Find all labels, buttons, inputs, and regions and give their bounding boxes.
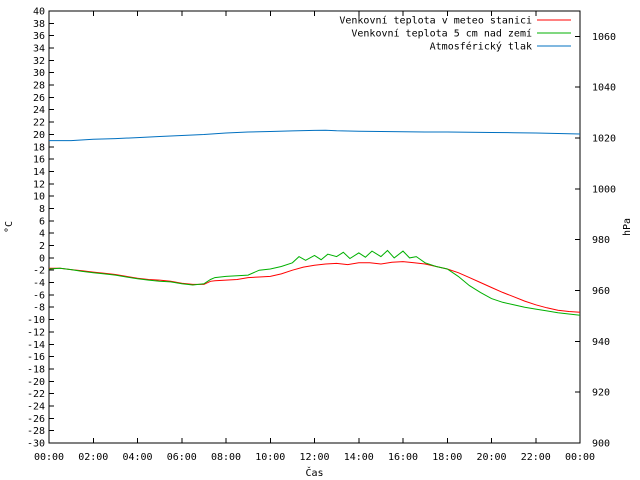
series-line-1 [49, 261, 581, 313]
y-left-tick-label: 14 [33, 167, 45, 178]
y-left-tick-label: 30 [33, 68, 45, 79]
y-left-tick-label: 28 [33, 81, 45, 92]
y-left-tick-label: -2 [33, 266, 45, 277]
y-left-tick-label: -12 [27, 327, 45, 338]
x-tick-label: 00:00 [565, 452, 595, 463]
y-left-tick-label: 26 [33, 93, 45, 104]
plot-frame [48, 10, 581, 444]
x-tick-label: 14:00 [344, 452, 374, 463]
y-left-tick-label: -8 [33, 303, 45, 314]
y-left-tick-label: 8 [39, 204, 45, 215]
series-line-2 [48, 249, 581, 316]
y-left-tick-label: 38 [33, 19, 45, 30]
y-left-tick-label: 32 [33, 56, 45, 67]
y-left-tick-label: -22 [27, 389, 45, 400]
y-left-tick-label: 6 [39, 216, 45, 227]
y-right-tick-label: 960 [592, 286, 610, 297]
y-left-tick-label: -6 [33, 290, 45, 301]
y-left-tick-label: 10 [33, 192, 45, 203]
legend-label-1: Venkovní teplota v meteo stanici [339, 15, 532, 27]
y-left-tick-label: -26 [27, 414, 45, 425]
y-right-tick-label: 940 [592, 337, 610, 348]
x-axis-label: Čas [305, 466, 323, 479]
series-line-3 [49, 129, 581, 142]
y-left-tick-label: -16 [27, 352, 45, 363]
y-left-tick-label: 36 [33, 31, 45, 42]
x-tick-label: 10:00 [255, 452, 285, 463]
y-left-tick-label: 34 [33, 44, 45, 55]
x-tick-label: 04:00 [122, 452, 152, 463]
y-left-tick-label: 4 [39, 229, 45, 240]
y-right-axis-label: hPa [622, 218, 633, 236]
y-left-tick-label: -24 [27, 401, 45, 412]
y-right-tick-label: 980 [592, 235, 610, 246]
y-left-tick-label: 20 [33, 130, 45, 141]
x-tick-label: 08:00 [211, 452, 241, 463]
y-right-tick-label: 900 [592, 439, 610, 450]
x-tick-label: 12:00 [299, 452, 329, 463]
legend-label-3: Atmosférický tlak [430, 41, 532, 53]
y-right-tick-label: 1020 [592, 134, 616, 145]
y-right-tick-label: 1060 [592, 32, 616, 43]
y-left-tick-label: 16 [33, 155, 45, 166]
y-left-tick-label: -20 [27, 377, 45, 388]
y-left-tick-label: -30 [27, 439, 45, 450]
y-left-tick-label: -28 [27, 426, 45, 437]
y-left-tick-label: 2 [39, 241, 45, 252]
y-left-tick-label: 0 [39, 253, 45, 264]
y-right-tick-label: 1000 [592, 184, 616, 195]
y-left-tick-label: -18 [27, 364, 45, 375]
y-right-tick-label: 920 [592, 388, 610, 399]
y-left-tick-label: -10 [27, 315, 45, 326]
y-left-tick-label: -4 [33, 278, 45, 289]
y-left-tick-label: 12 [33, 179, 45, 190]
x-tick-label: 02:00 [78, 452, 108, 463]
x-tick-label: 00:00 [34, 452, 64, 463]
y-right-tick-label: 1040 [592, 83, 616, 94]
x-tick-label: 22:00 [521, 452, 551, 463]
x-tick-label: 20:00 [476, 452, 506, 463]
y-left-tick-label: -14 [27, 340, 45, 351]
y-left-tick-label: 24 [33, 105, 45, 116]
y-left-tick-label: 40 [33, 7, 45, 18]
x-tick-label: 06:00 [167, 452, 197, 463]
x-tick-label: 18:00 [432, 452, 462, 463]
y-left-tick-label: 22 [33, 118, 45, 129]
y-left-axis-label: °C [4, 221, 15, 233]
y-left-tick-label: 18 [33, 142, 45, 153]
legend-label-2: Venkovní teplota 5 cm nad zemí [351, 28, 532, 40]
x-tick-label: 16:00 [388, 452, 418, 463]
